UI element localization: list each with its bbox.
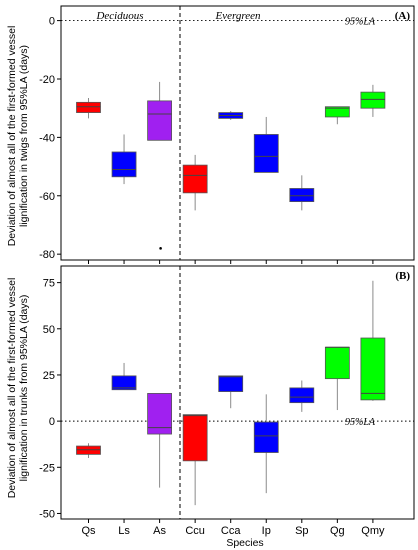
box-qs (76, 443, 101, 459)
box-iqr (253, 421, 279, 453)
reference-line-label: 95%LA (345, 417, 376, 428)
y-tick-label: -20 (39, 74, 55, 86)
y-tick-label: 0 (49, 416, 55, 428)
panel-label: (A) (395, 10, 411, 22)
box-qg (324, 106, 350, 125)
y-tick-label: -40 (39, 132, 55, 144)
box-ip (253, 116, 279, 173)
box-iqr (324, 346, 350, 380)
group-label-evergreen: Evergreen (215, 10, 261, 22)
y-tick-label: -25 (39, 462, 55, 474)
x-tick-label-qg: Qg (330, 525, 345, 537)
box-iqr (289, 188, 315, 203)
panel-b: 95%LA 75 50 25 0 -25 -50 Deviation of almost al… (6, 265, 415, 537)
reference-line-label: 95%LA (345, 17, 376, 28)
box-sp (289, 175, 315, 211)
box-qg (324, 346, 350, 411)
box-iqr (147, 100, 173, 141)
box-iqr (111, 151, 137, 178)
box-qmy (360, 84, 386, 117)
box-ccu (182, 154, 208, 211)
y-axis-label: Deviation of almost all of the first-for… (6, 278, 30, 499)
y-tick-label: -60 (39, 191, 55, 203)
box-cca (218, 375, 244, 409)
x-tick-label-ccu: Ccu (185, 525, 205, 537)
x-tick-label-cca: Cca (221, 525, 241, 537)
x-tick-label-ip: Ip (262, 525, 271, 537)
box-iqr (182, 164, 208, 194)
x-tick-label-qmy: Qmy (361, 525, 385, 537)
box-iqr (218, 375, 244, 392)
x-tick-label-sp: Sp (295, 525, 308, 537)
box-ls (111, 134, 137, 185)
box-iqr (182, 414, 208, 462)
y-tick-label: 50 (43, 324, 55, 336)
box-ls (111, 362, 137, 391)
box-as (147, 393, 173, 488)
box-iqr (111, 375, 137, 391)
y-axis-label: Deviation of almost all of the first-for… (6, 26, 30, 247)
box-qmy (360, 280, 386, 401)
box-iqr (76, 101, 101, 113)
box-cca (218, 111, 244, 120)
outlier-point (159, 247, 162, 250)
plot-frame (60, 265, 415, 520)
panel-a: 95%LA 0 -20 -40 -60 -80 Deviation of almost al… (6, 5, 415, 264)
x-tick-label-ls: Ls (118, 525, 130, 537)
box-iqr (360, 91, 386, 109)
box-ccu (182, 414, 208, 506)
box-iqr (253, 134, 279, 173)
box-iqr (324, 106, 350, 118)
panel-label: (B) (395, 270, 410, 282)
y-tick-label: -50 (39, 508, 55, 520)
y-tick-label: 75 (43, 278, 55, 290)
box-ip (253, 394, 279, 494)
box-iqr (289, 387, 315, 404)
group-label-deciduous: Deciduous (95, 10, 143, 22)
box-sp (289, 380, 315, 412)
box-qs (76, 97, 101, 119)
x-axis-label: Species (226, 537, 263, 549)
box-iqr (360, 337, 386, 401)
x-tick-label-as: As (153, 525, 166, 537)
y-tick-label: 25 (43, 370, 55, 382)
x-tick-label-qs: Qs (81, 525, 96, 537)
y-tick-label: -80 (39, 249, 55, 261)
box-as (147, 81, 173, 250)
plot-frame (60, 5, 415, 261)
y-tick-label: 0 (49, 16, 55, 28)
